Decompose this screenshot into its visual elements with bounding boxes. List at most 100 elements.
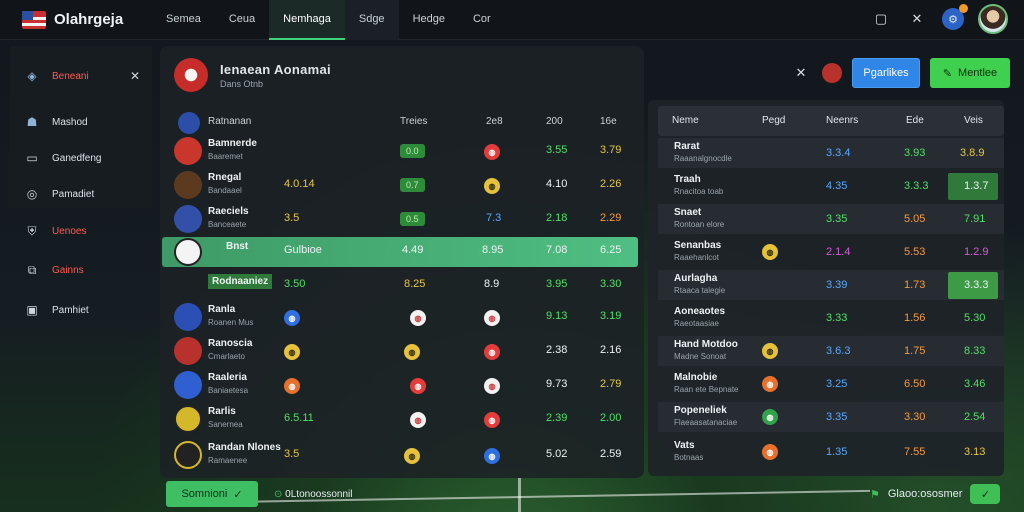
brand[interactable]: Olahrgeja — [0, 10, 152, 29]
stat-value: 3.30 — [904, 411, 926, 423]
stat-value: 3.13 — [964, 446, 986, 458]
table-row[interactable]: Ranoscia Cmarlaeto ◍ ◍ ◍ 2.38 2.16 — [160, 334, 644, 368]
sidebar-item-top[interactable]: ◈ Beneani ✕ — [10, 46, 152, 104]
table-row[interactable]: Bamnerde Baaremet 0.0 ◍ 3.55 3.79 — [160, 134, 644, 168]
stat-value: 2.26 — [600, 178, 622, 190]
table-row[interactable]: Randan Nlones Ramaenee 3.5 ◍ ◍ 5.02 2.59 — [160, 438, 644, 472]
player-name: Traah — [674, 174, 701, 185]
ball-icon: ◍ — [484, 448, 500, 464]
ball-icon: ◍ — [410, 412, 426, 428]
tab-1[interactable]: Semea — [166, 12, 201, 25]
table-row[interactable]: Vats Botnaas ◍ 1.35 7.55 3.13 — [658, 437, 1004, 467]
table-row[interactable]: Rarlis Sanernea 6.5.11 ◍ ◍ 2.39 2.00 — [160, 402, 644, 436]
confirm-button[interactable]: ✓ — [970, 484, 1001, 504]
player-name: Rarlis — [208, 406, 236, 417]
table-row[interactable]: Raaleria Baniaetesa ◍ ◍ ◍ 9.73 2.79 — [160, 368, 644, 402]
players-button[interactable]: Pgarlikes — [852, 58, 920, 88]
table-row-selected[interactable]: Bnst Gulbioe 4.49 8.95 7.08 6.25 — [162, 237, 638, 267]
sidebar-item-label: Uenoes — [52, 225, 87, 237]
table-row[interactable]: Malnobie Raan ete Bepnate ◍ 3.25 6.50 3.… — [658, 369, 1004, 399]
player-name: Snaet — [674, 207, 702, 218]
tab-6[interactable]: Cor — [472, 12, 491, 25]
stat-value: 6.50 — [904, 378, 926, 390]
close-sidebar-icon[interactable]: ✕ — [129, 69, 140, 83]
table-row[interactable]: Aoneaotes Raeotaasiae 3.33 1.56 5.30 — [658, 303, 1004, 333]
player-sub: Flaeaasatanaciae — [674, 418, 738, 427]
ball-icon: ◍ — [404, 344, 420, 360]
sidebar: ◈ Beneani ✕ ☗ Mashod ▭ Ganedfeng ◎ Pamad… — [10, 46, 152, 208]
sidebar-item-6[interactable]: ▣ Pamhiet — [10, 290, 152, 330]
stat-value: 5.53 — [904, 246, 926, 258]
table-row[interactable]: Rodnaaniez 3.50 8.25 8.9 3.95 3.30 — [160, 268, 644, 302]
player-sub: Raeotaasiae — [674, 319, 719, 328]
ball-icon: ◍ — [762, 409, 778, 425]
player-name: Malnobie — [674, 372, 718, 383]
stat-value: 2.00 — [600, 412, 622, 424]
close-icon[interactable]: ✕ — [795, 65, 807, 80]
notification-icon[interactable]: ⚙ — [942, 4, 968, 30]
table-row[interactable]: Raeciels Banceaete 3.5 0.5 7.3 2.18 2.29 — [160, 202, 644, 236]
table-row[interactable]: Popeneliek Flaeaasatanaciae ◍ 3.35 3.30 … — [658, 402, 1004, 432]
stat-value: 3.50 — [284, 278, 306, 290]
player-name: Raaleria — [208, 372, 247, 383]
tab-5[interactable]: Hedge — [412, 12, 445, 25]
close-icon[interactable]: ✕ — [911, 11, 923, 26]
stat-value: 6.5.11 — [284, 412, 314, 424]
sidebar-item-5[interactable]: ⧉ Gainns — [10, 250, 152, 290]
avatar[interactable] — [978, 4, 1008, 34]
table-row[interactable]: Senanbas Raaehanlcot ◍ 2.1.4 5.53 1.2.9 — [658, 237, 1004, 267]
team-crest-icon — [174, 441, 202, 469]
player-sub: Ramaenee — [208, 456, 248, 465]
chart-icon: ⧉ — [27, 262, 37, 277]
player-name: Bamnerde — [208, 138, 257, 149]
check-icon: ✓ — [233, 488, 243, 501]
table-row[interactable]: Traah Rnacitoa toab 4.35 3.3.3 1.3.7 — [658, 171, 1004, 201]
mentor-button[interactable]: ✎ Mentlee — [930, 58, 1010, 88]
sidebar-item-4[interactable]: ⛨ Uenoes — [10, 212, 152, 250]
team-crest-icon — [174, 371, 202, 399]
ball-icon: ◍ — [404, 448, 420, 464]
highlight-cell — [948, 173, 998, 200]
stat-value: 2.16 — [600, 344, 622, 356]
table-row[interactable]: Ranla Roanen Mus ◍ ◍ ◍ 9.13 3.19 — [160, 300, 644, 334]
tab-2[interactable]: Ceua — [228, 12, 256, 25]
sidebar-item-label: Gainns — [52, 264, 84, 276]
monitor-icon: ▭ — [26, 151, 38, 165]
player-sub: Rontoan elore — [674, 220, 725, 229]
maximize-icon[interactable]: ▢ — [874, 11, 888, 26]
sidebar-item-2[interactable]: ▭ Ganedfeng — [10, 140, 152, 176]
sidebar-item-1[interactable]: ☗ Mashod — [10, 104, 152, 140]
stat-value: 4.35 — [826, 180, 848, 192]
tab-3[interactable]: Nemhaga — [269, 0, 345, 40]
footer-right: ⚑ Glaoo:ososmer ✓ — [870, 484, 1001, 504]
sidebar-item-3[interactable]: ◎ Pamadiet — [10, 176, 152, 212]
status-label: 0Ltonoossonnil — [285, 488, 353, 500]
player-sub: Baaremet — [208, 152, 243, 161]
tab-4[interactable]: Sdge — [344, 0, 399, 40]
table-row[interactable]: Aurlagha Rtaaca talegie 3.39 1.73 3.3.3 — [658, 270, 1004, 300]
stat-value: 4.10 — [546, 178, 568, 190]
table-row[interactable]: Hand Motdoo Madne Sonoat ◍ 3.6.3 1.75 8.… — [658, 336, 1004, 366]
footer-right-label: Glaoo:ososmer — [887, 488, 963, 500]
stat-value: 5.05 — [904, 213, 926, 225]
team-crest-icon — [174, 137, 202, 165]
player-sub: Roanen Mus — [208, 318, 254, 327]
stat-value: Gulbioe — [284, 244, 322, 256]
submit-button[interactable]: Somnioni ✓ — [166, 481, 258, 507]
table-row[interactable]: Snaet Rontoan elore 3.35 5.05 7.91 — [658, 204, 1004, 234]
stat-value: 3.33 — [826, 312, 848, 324]
stat-value: 3.39 — [826, 279, 848, 291]
stat-value: 7.55 — [904, 446, 926, 458]
table-row[interactable]: Rarat Raaanalgnocdle 3.3.4 3.93 3.8.9 — [658, 138, 1004, 168]
team-header: Ienaean Aonamai Dans Otnb — [174, 58, 331, 92]
column-header: 2e8 — [486, 116, 503, 127]
stat-value: 7.91 — [964, 213, 986, 225]
team-panel: Ienaean Aonamai Dans Otnb Ratnanan Treie… — [160, 46, 644, 478]
highlight-cell — [948, 272, 998, 299]
stat-value: 2.54 — [964, 411, 986, 423]
ball-icon: ◍ — [484, 310, 500, 326]
table-row[interactable]: Rnegal Bandaael 4.0.14 0.7 ◍ 4.10 2.26 — [160, 168, 644, 202]
player-name: Aoneaotes — [674, 306, 726, 317]
stat-value: 5.02 — [546, 448, 568, 460]
player-name: Senanbas — [674, 240, 722, 251]
